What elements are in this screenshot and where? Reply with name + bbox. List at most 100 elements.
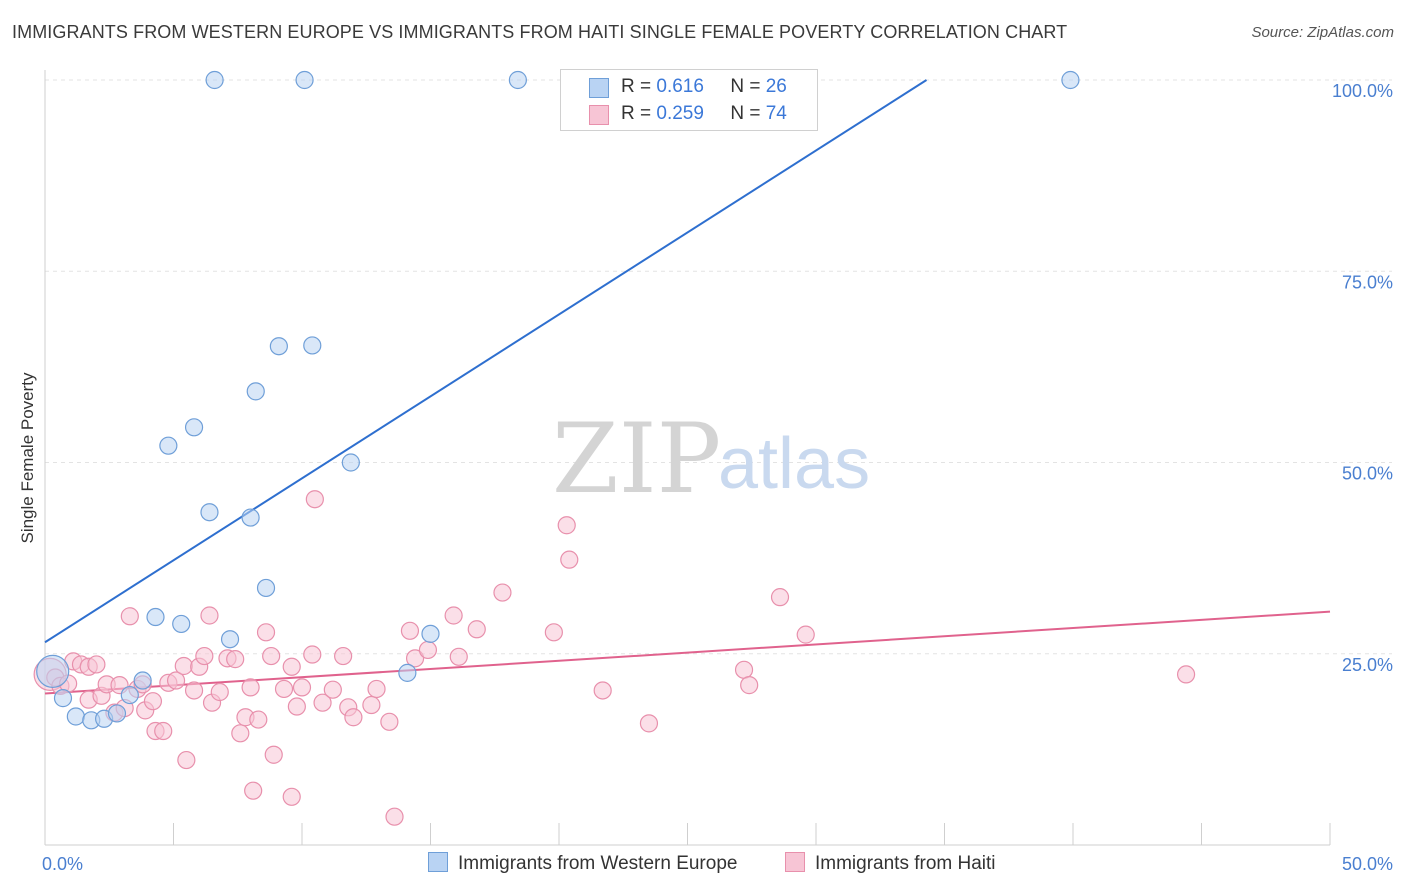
point-haiti — [241, 678, 260, 697]
point-western-europe — [269, 337, 288, 356]
point-haiti — [195, 646, 214, 666]
point-haiti — [264, 745, 283, 764]
point-western-europe — [172, 614, 191, 634]
point-haiti — [400, 621, 420, 640]
source-label: Source: ZipAtlas.com — [1251, 24, 1394, 41]
point-haiti — [244, 781, 263, 800]
legend-r-label: R = — [621, 76, 652, 97]
point-haiti — [344, 708, 363, 727]
point-western-europe — [159, 436, 178, 455]
legend-item-haiti: Immigrants from Haiti — [785, 852, 996, 875]
point-western-europe — [508, 70, 527, 90]
legend-r-value: 0.616 — [656, 76, 704, 97]
point-haiti — [226, 650, 245, 669]
point-western-europe — [246, 382, 265, 401]
point-haiti — [544, 623, 563, 642]
point-haiti — [231, 724, 250, 743]
legend-label: Immigrants from Western Europe — [458, 853, 738, 874]
point-haiti — [323, 680, 342, 699]
legend-n-label: N = — [730, 76, 761, 97]
point-haiti — [154, 721, 173, 741]
point-haiti — [1176, 665, 1196, 684]
point-western-europe — [146, 607, 165, 627]
correlation-legend: R = 0.616 N = 26 R = 0.259 N = 74 — [560, 69, 818, 131]
point-western-europe — [241, 508, 260, 527]
point-haiti — [444, 606, 463, 625]
point-haiti — [120, 607, 139, 626]
point-haiti — [796, 625, 815, 644]
point-haiti — [210, 682, 229, 702]
point-haiti — [770, 588, 790, 607]
y-tick-label: 50.0% — [1342, 464, 1393, 484]
point-haiti — [380, 712, 399, 731]
point-haiti — [282, 657, 301, 676]
point-western-europe — [220, 630, 240, 649]
x-tick-label: 0.0% — [42, 854, 83, 874]
watermark: ZIP atlas — [552, 403, 870, 515]
chart-title: IMMIGRANTS FROM WESTERN EUROPE VS IMMIGR… — [12, 22, 1068, 42]
y-tick-label: 75.0% — [1342, 272, 1393, 292]
legend-n-label: N = — [730, 103, 761, 124]
point-haiti — [249, 710, 268, 729]
point-western-europe — [107, 704, 127, 723]
point-haiti — [593, 681, 612, 700]
data-points — [33, 70, 1196, 826]
point-haiti — [177, 750, 196, 770]
legend-swatch-blue — [589, 78, 609, 98]
point-haiti — [282, 787, 301, 806]
point-western-europe — [184, 418, 204, 437]
point-haiti — [467, 620, 486, 639]
point-haiti — [256, 623, 276, 642]
legend-r-label: R = — [621, 103, 652, 124]
trend-lines — [44, 79, 1331, 695]
legend-swatch-blue — [428, 852, 448, 872]
point-haiti — [334, 646, 353, 666]
point-haiti — [405, 649, 425, 668]
point-western-europe — [120, 685, 139, 705]
point-western-europe — [295, 70, 314, 90]
watermark-atlas: atlas — [718, 424, 870, 504]
point-haiti — [362, 695, 381, 715]
point-haiti — [639, 714, 659, 733]
point-haiti — [449, 647, 468, 666]
y-tick-labels: 25.0% 50.0% 75.0% 100.0% — [1332, 81, 1393, 675]
point-haiti — [287, 697, 306, 716]
point-haiti — [557, 516, 576, 535]
point-western-europe — [303, 336, 322, 355]
legend-swatch-pink — [589, 105, 609, 125]
legend-label: Immigrants from Haiti — [815, 853, 996, 874]
point-haiti — [303, 645, 322, 664]
point-haiti — [87, 655, 106, 674]
point-western-europe — [256, 578, 276, 598]
point-western-europe — [66, 707, 85, 726]
watermark-zip: ZIP — [552, 403, 721, 515]
point-haiti — [200, 606, 219, 625]
point-haiti — [274, 679, 294, 699]
legend-r-value: 0.259 — [656, 103, 704, 124]
trend-line-western-europe — [44, 79, 928, 644]
point-western-europe — [1061, 70, 1080, 90]
point-western-europe — [133, 671, 152, 690]
trend-line-haiti — [44, 610, 1331, 695]
point-haiti — [560, 550, 579, 569]
point-western-europe — [36, 654, 70, 688]
legend-n-value: 74 — [765, 103, 787, 124]
legend-n-value: 26 — [765, 76, 787, 97]
axes — [44, 70, 1331, 846]
point-haiti — [166, 671, 186, 690]
point-haiti — [292, 678, 312, 697]
point-western-europe — [200, 503, 219, 522]
point-western-europe — [398, 663, 417, 682]
point-haiti — [740, 676, 759, 695]
y-tick-label: 25.0% — [1342, 655, 1393, 675]
legend-row-haiti: R = 0.259 N = 74 — [621, 103, 787, 125]
point-haiti — [734, 660, 754, 679]
point-western-europe — [205, 70, 224, 90]
y-tick-label: 100.0% — [1332, 81, 1393, 101]
point-western-europe — [421, 624, 440, 643]
point-haiti — [262, 646, 281, 666]
point-haiti — [305, 490, 324, 509]
legend-swatch-pink — [785, 852, 805, 872]
x-tick-label: 50.0% — [1342, 854, 1393, 874]
point-western-europe — [341, 453, 360, 472]
